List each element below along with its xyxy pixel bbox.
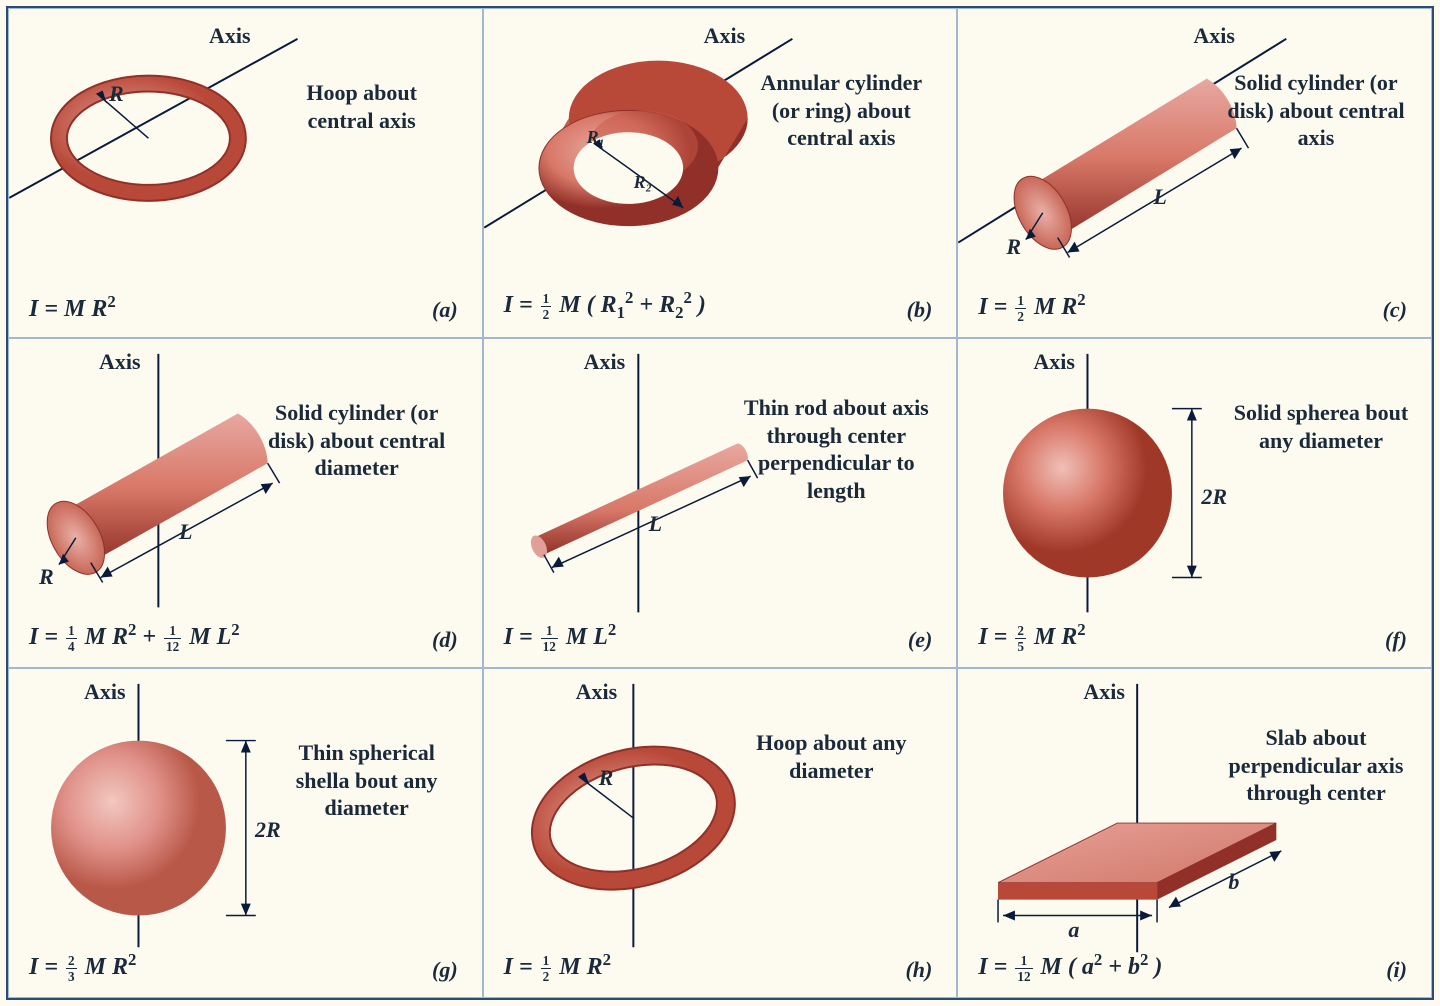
dim-L: L bbox=[1153, 184, 1166, 210]
diagram-i bbox=[958, 669, 1431, 997]
cell-f: Axis 2R Solid spherea bout any diameter … bbox=[957, 338, 1432, 668]
axis-label: Axis bbox=[1193, 23, 1235, 49]
dim-R1: R₁ bbox=[587, 127, 605, 148]
cell-d: Axis R L Solid cylinder (or disk) about … bbox=[8, 338, 483, 668]
cell-h: Axis R Hoop about any diameter I = 12 M … bbox=[483, 668, 958, 998]
desc-h: Hoop about any diameter bbox=[731, 729, 931, 784]
letter-i: (i) bbox=[1386, 957, 1407, 983]
dim-a: a bbox=[1068, 917, 1079, 943]
dim-L: L bbox=[179, 519, 192, 545]
diagram-f bbox=[958, 339, 1431, 667]
diagram-a bbox=[9, 9, 482, 337]
cell-g: Axis 2R Thin spherical shella bout any d… bbox=[8, 668, 483, 998]
inertia-grid: Axis R Hoop about central axis I = M R2 … bbox=[6, 6, 1434, 1000]
desc-e: Thin rod about axis through center perpe… bbox=[736, 394, 936, 504]
formula-g: I = 23 M R2 bbox=[29, 950, 136, 983]
cell-c: Axis R L Solid cylinder (or disk) about … bbox=[957, 8, 1432, 338]
formula-f: I = 25 M R2 bbox=[978, 620, 1085, 653]
dim-2R: 2R bbox=[1201, 484, 1227, 510]
axis-label: Axis bbox=[1083, 679, 1125, 705]
dim-R: R bbox=[599, 765, 614, 791]
letter-d: (d) bbox=[432, 627, 458, 653]
desc-c: Solid cylinder (or disk) about central a… bbox=[1221, 69, 1411, 152]
formula-e: I = 112 M L2 bbox=[504, 620, 617, 653]
diagram-g bbox=[9, 669, 482, 997]
dim-R2: R₂ bbox=[634, 172, 652, 193]
desc-a: Hoop about central axis bbox=[272, 79, 452, 134]
letter-g: (g) bbox=[432, 957, 458, 983]
diagram-c bbox=[958, 9, 1431, 337]
dim-L: L bbox=[649, 511, 662, 537]
cell-e: Axis L Thin rod about axis through cente… bbox=[483, 338, 958, 668]
letter-f: (f) bbox=[1385, 627, 1407, 653]
formula-d: I = 14 M R2 + 112 M L2 bbox=[29, 620, 240, 653]
letter-a: (a) bbox=[432, 297, 458, 323]
letter-c: (c) bbox=[1383, 297, 1407, 323]
dim-R: R bbox=[1006, 234, 1021, 260]
cell-i: Axis a b Slab about perpendicular axis t… bbox=[957, 668, 1432, 998]
axis-label: Axis bbox=[209, 23, 251, 49]
formula-c: I = 12 M R2 bbox=[978, 290, 1085, 323]
formula-i: I = 112 M ( a2 + b2 ) bbox=[978, 950, 1162, 983]
axis-label: Axis bbox=[704, 23, 746, 49]
axis-label: Axis bbox=[1033, 349, 1075, 375]
axis-label: Axis bbox=[576, 679, 618, 705]
desc-i: Slab about perpendicular axis through ce… bbox=[1221, 724, 1411, 807]
dim-R: R bbox=[109, 81, 124, 107]
axis-label: Axis bbox=[584, 349, 626, 375]
desc-g: Thin spherical shella bout any diameter bbox=[277, 739, 457, 822]
axis-label: Axis bbox=[99, 349, 141, 375]
cell-b: Axis R₁ R₂ Annular cylinder (or ring) ab… bbox=[483, 8, 958, 338]
desc-d: Solid cylinder (or disk) about central d… bbox=[252, 399, 462, 482]
letter-b: (b) bbox=[907, 297, 933, 323]
desc-b: Annular cylinder (or ring) about central… bbox=[746, 69, 936, 152]
letter-h: (h) bbox=[905, 957, 932, 983]
letter-e: (e) bbox=[908, 627, 932, 653]
cell-a: Axis R Hoop about central axis I = M R2 … bbox=[8, 8, 483, 338]
desc-f: Solid spherea bout any diameter bbox=[1231, 399, 1411, 454]
axis-label: Axis bbox=[84, 679, 126, 705]
formula-a: I = M R2 bbox=[29, 292, 116, 323]
formula-h: I = 12 M R2 bbox=[504, 950, 611, 983]
dim-R: R bbox=[39, 564, 54, 590]
diagram-d bbox=[9, 339, 482, 667]
diagram-h bbox=[484, 669, 957, 997]
formula-b: I = 12 M ( R12 + R22 ) bbox=[504, 288, 706, 323]
dim-b: b bbox=[1228, 869, 1239, 895]
